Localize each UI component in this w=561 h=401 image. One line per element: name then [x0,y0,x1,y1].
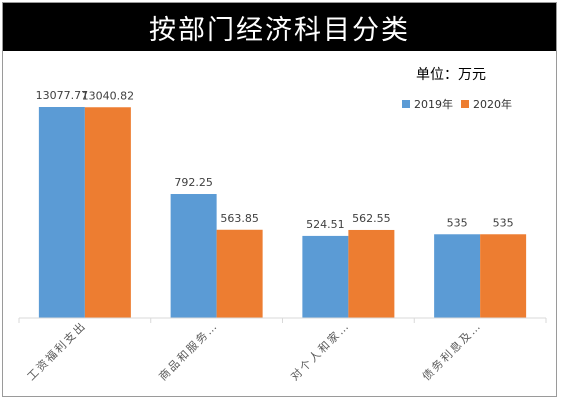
data-label-1-0: 13040.82 [82,89,135,102]
chart-title-bar: 按部门经济科目分类 [3,3,556,51]
data-label-0-0: 13077.77 [36,89,89,102]
legend-label-2020: 2020年 [473,98,512,111]
legend-label-2019: 2019年 [414,98,453,111]
category-label-1: 商品和服务… [156,318,221,383]
data-label-1-3: 535 [493,216,514,229]
bar-0-1 [170,194,217,318]
legend-swatch-2019 [402,100,410,108]
data-label-1-1: 563.85 [220,212,259,225]
data-label-0-2: 524.51 [306,218,345,231]
data-label-0-1: 792.25 [174,176,213,189]
chart-frame: 按部门经济科目分类 单位：万元 2019年 2020年 13077.77 1304… [2,2,557,397]
bar-0-0 [38,107,85,318]
bar-1-0 [84,107,131,318]
unit-label: 单位：万元 [416,67,486,83]
legend-item-2019: 2019年 [402,96,453,112]
bar-1-3 [480,234,527,318]
bar-1-1 [216,229,263,318]
category-label-2: 对个人和家… [287,318,352,383]
data-label-0-3: 535 [447,216,468,229]
legend-item-2020: 2020年 [461,96,512,112]
data-label-1-2: 562.55 [352,212,391,225]
bar-0-3 [434,234,481,318]
bar-1-2 [348,229,395,318]
legend-swatch-2020 [461,100,469,108]
chart-title: 按部门经济科目分类 [149,14,410,46]
category-label-3: 债务利息及… [419,318,484,383]
legend: 2019年 2020年 [402,96,520,112]
bar-0-2 [302,235,349,318]
category-label-0: 工资福利支出 [24,318,89,383]
